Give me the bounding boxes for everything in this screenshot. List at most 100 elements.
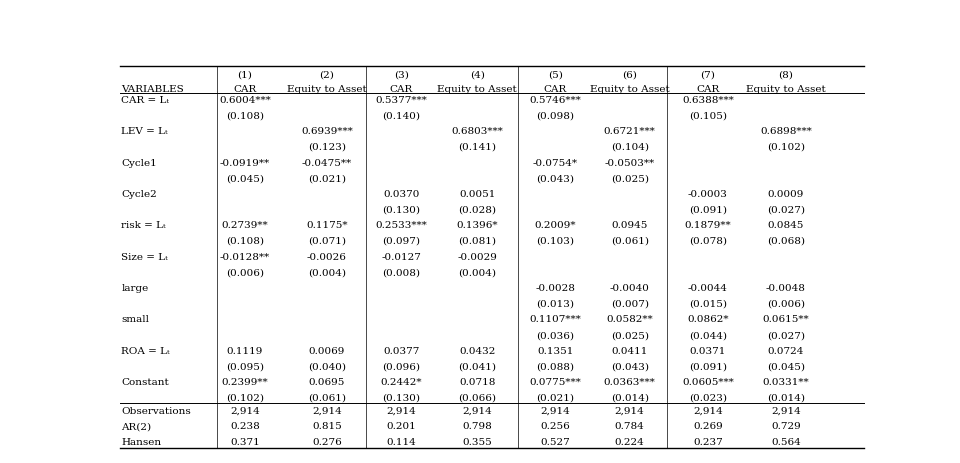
Text: AR(2): AR(2) xyxy=(122,422,152,432)
Text: CAR: CAR xyxy=(233,85,256,94)
Text: 0.355: 0.355 xyxy=(463,438,492,447)
Text: (0.004): (0.004) xyxy=(308,269,346,277)
Text: -0.0048: -0.0048 xyxy=(766,284,805,293)
Text: (0.130): (0.130) xyxy=(382,206,420,215)
Text: 0.0432: 0.0432 xyxy=(459,347,495,356)
Text: (4): (4) xyxy=(469,70,485,80)
Text: 0.729: 0.729 xyxy=(771,422,801,432)
Text: 0.1107***: 0.1107*** xyxy=(529,315,581,325)
Text: ROA = Lₜ: ROA = Lₜ xyxy=(122,347,170,356)
Text: (0.108): (0.108) xyxy=(226,112,264,120)
Text: 0.1119: 0.1119 xyxy=(227,347,263,356)
Text: 0.0724: 0.0724 xyxy=(768,347,804,356)
Text: (0.088): (0.088) xyxy=(537,363,574,371)
Text: risk = Lₜ: risk = Lₜ xyxy=(122,221,166,230)
Text: VARIABLES: VARIABLES xyxy=(122,85,184,94)
Text: large: large xyxy=(122,284,149,293)
Text: 2,914: 2,914 xyxy=(463,407,492,416)
Text: (0.004): (0.004) xyxy=(458,269,496,277)
Text: (0.027): (0.027) xyxy=(767,331,804,340)
Text: 0.256: 0.256 xyxy=(540,422,570,432)
Text: (0.098): (0.098) xyxy=(537,112,574,120)
Text: 0.276: 0.276 xyxy=(312,438,342,447)
Text: 0.564: 0.564 xyxy=(771,438,801,447)
Text: 0.0695: 0.0695 xyxy=(309,378,345,387)
Text: (0.123): (0.123) xyxy=(308,143,346,152)
Text: (2): (2) xyxy=(320,70,334,80)
Text: 0.2399**: 0.2399** xyxy=(222,378,268,387)
Text: (0.071): (0.071) xyxy=(308,237,346,246)
Text: (0.043): (0.043) xyxy=(537,174,574,183)
Text: (0.025): (0.025) xyxy=(611,174,649,183)
Text: (0.023): (0.023) xyxy=(688,394,727,403)
Text: (0.041): (0.041) xyxy=(458,363,496,371)
Text: (0.014): (0.014) xyxy=(767,394,804,403)
Text: 0.5746***: 0.5746*** xyxy=(529,96,581,105)
Text: Observations: Observations xyxy=(122,407,191,416)
Text: 0.0615**: 0.0615** xyxy=(762,315,809,325)
Text: (0.105): (0.105) xyxy=(688,112,727,120)
Text: (0.091): (0.091) xyxy=(688,363,727,371)
Text: 0.1351: 0.1351 xyxy=(537,347,573,356)
Text: (0.008): (0.008) xyxy=(382,269,420,277)
Text: -0.0028: -0.0028 xyxy=(536,284,575,293)
Text: 0.0069: 0.0069 xyxy=(309,347,345,356)
Text: (0.036): (0.036) xyxy=(537,331,574,340)
Text: 0.1396*: 0.1396* xyxy=(456,221,498,230)
Text: (0.027): (0.027) xyxy=(767,206,804,215)
Text: (0.097): (0.097) xyxy=(382,237,420,246)
Text: 0.238: 0.238 xyxy=(230,422,260,432)
Text: (0.095): (0.095) xyxy=(226,363,264,371)
Text: 0.798: 0.798 xyxy=(463,422,492,432)
Text: 0.0370: 0.0370 xyxy=(383,190,420,199)
Text: 0.114: 0.114 xyxy=(386,438,416,447)
Text: 0.0411: 0.0411 xyxy=(612,347,648,356)
Text: -0.0127: -0.0127 xyxy=(381,253,421,262)
Text: -0.0754*: -0.0754* xyxy=(533,159,578,168)
Text: 0.0718: 0.0718 xyxy=(459,378,495,387)
Text: 0.0371: 0.0371 xyxy=(689,347,726,356)
Text: 2,914: 2,914 xyxy=(540,407,570,416)
Text: -0.0475**: -0.0475** xyxy=(301,159,352,168)
Text: (0.141): (0.141) xyxy=(458,143,496,152)
Text: (0.028): (0.028) xyxy=(458,206,496,215)
Text: (0.061): (0.061) xyxy=(611,237,649,246)
Text: -0.0503**: -0.0503** xyxy=(605,159,655,168)
Text: 0.0363***: 0.0363*** xyxy=(604,378,656,387)
Text: 0.784: 0.784 xyxy=(614,422,644,432)
Text: 0.0582**: 0.0582** xyxy=(607,315,653,325)
Text: (0.068): (0.068) xyxy=(767,237,804,246)
Text: (0.102): (0.102) xyxy=(767,143,804,152)
Text: (0.044): (0.044) xyxy=(688,331,727,340)
Text: small: small xyxy=(122,315,150,325)
Text: -0.0029: -0.0029 xyxy=(457,253,497,262)
Text: -0.0003: -0.0003 xyxy=(687,190,728,199)
Text: 0.6388***: 0.6388*** xyxy=(682,96,733,105)
Text: LEV = Lₜ: LEV = Lₜ xyxy=(122,127,168,136)
Text: (0.081): (0.081) xyxy=(458,237,496,246)
Text: 0.0605***: 0.0605*** xyxy=(682,378,733,387)
Text: Equity to Asset: Equity to Asset xyxy=(287,85,367,94)
Text: Constant: Constant xyxy=(122,378,169,387)
Text: -0.0026: -0.0026 xyxy=(307,253,347,262)
Text: 0.6004***: 0.6004*** xyxy=(219,96,271,105)
Text: (0.021): (0.021) xyxy=(537,394,574,403)
Text: Cycle2: Cycle2 xyxy=(122,190,157,199)
Text: 0.269: 0.269 xyxy=(693,422,723,432)
Text: (0.045): (0.045) xyxy=(226,174,264,183)
Text: 2,914: 2,914 xyxy=(386,407,416,416)
Text: (0.006): (0.006) xyxy=(226,269,264,277)
Text: Hansen: Hansen xyxy=(122,438,161,447)
Text: (0.108): (0.108) xyxy=(226,237,264,246)
Text: 2,914: 2,914 xyxy=(230,407,260,416)
Text: -0.0128**: -0.0128** xyxy=(220,253,270,262)
Text: 2,914: 2,914 xyxy=(614,407,644,416)
Text: 0.2442*: 0.2442* xyxy=(380,378,422,387)
Text: (0.025): (0.025) xyxy=(611,331,649,340)
Text: Equity to Asset: Equity to Asset xyxy=(746,85,826,94)
Text: 0.0331**: 0.0331** xyxy=(762,378,809,387)
Text: Equity to Asset: Equity to Asset xyxy=(589,85,669,94)
Text: 0.0845: 0.0845 xyxy=(768,221,804,230)
Text: (0.013): (0.013) xyxy=(537,300,574,309)
Text: 0.0775***: 0.0775*** xyxy=(529,378,581,387)
